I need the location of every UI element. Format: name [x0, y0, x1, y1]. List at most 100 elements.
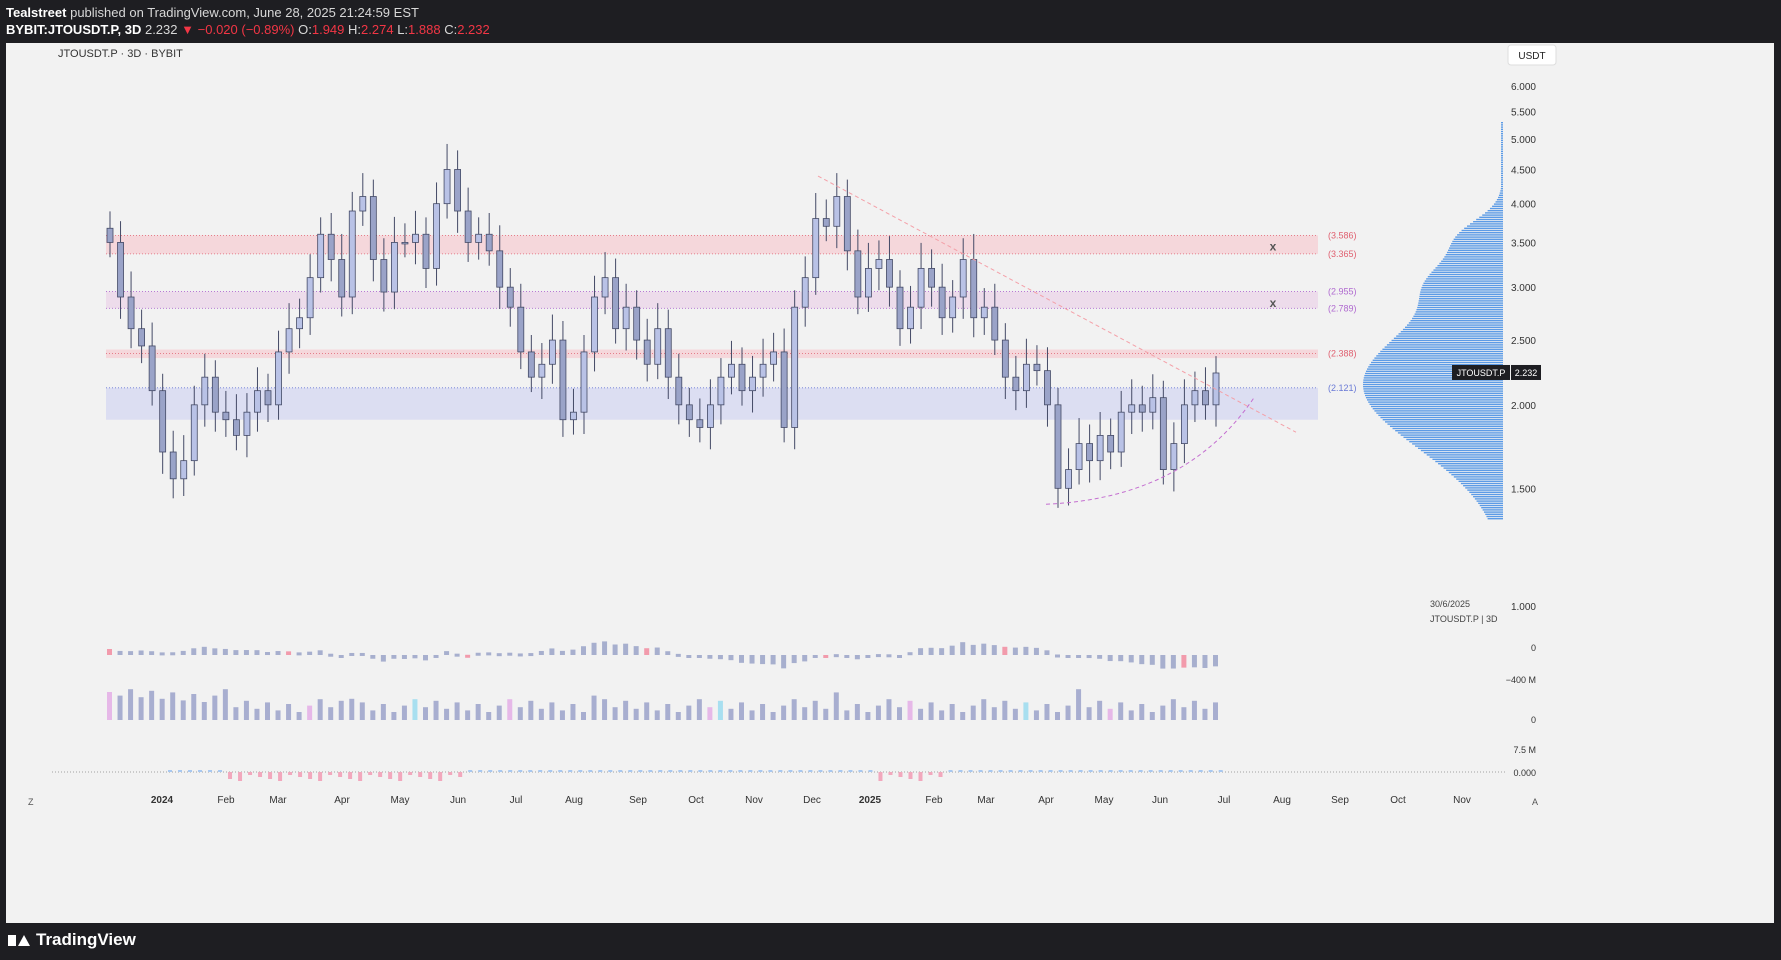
- candle-body: [1202, 390, 1209, 406]
- volume-profile-bar: [1501, 179, 1503, 181]
- ind3-bar: [628, 770, 633, 772]
- candle-body: [622, 306, 630, 330]
- candle-body: [285, 328, 293, 353]
- candle-body: [443, 169, 451, 205]
- x-tick-label: Aug: [1273, 795, 1291, 806]
- oscillator-bar: [307, 651, 313, 655]
- oscillator-bar: [791, 655, 797, 664]
- candle-body: [148, 345, 156, 392]
- volume-profile-bar: [1501, 122, 1503, 124]
- candle-body: [201, 376, 209, 406]
- volume-profile-bar: [1408, 322, 1503, 324]
- volume-profile-bar: [1501, 126, 1503, 128]
- volume-profile-bar: [1380, 350, 1503, 353]
- candle-body: [612, 277, 619, 330]
- volume-profile-bar: [1445, 254, 1503, 256]
- volume-bar: [928, 702, 934, 720]
- publish-line: Tealstreet published on TradingView.com,…: [6, 5, 419, 20]
- ind3-bar: [368, 772, 373, 775]
- ind3-bar: [438, 772, 443, 781]
- volume-profile-bar: [1501, 166, 1503, 168]
- volume-profile-bar: [1365, 370, 1503, 373]
- volume-bar: [201, 702, 207, 720]
- ind3-bar: [1158, 770, 1163, 772]
- ind3-bar: [808, 770, 813, 772]
- volume-profile-bar: [1441, 260, 1503, 263]
- price-chart[interactable]: JTOUSDT.P · 3D · BYBIT USDT (3.586) (3.365)…: [6, 43, 1774, 923]
- volume-profile-bar: [1415, 445, 1503, 447]
- ind3-bar: [1108, 770, 1113, 772]
- ind3-bar: [838, 770, 843, 772]
- candle-body: [369, 196, 377, 260]
- ind3-bar: [298, 772, 303, 777]
- volume-bar: [1076, 689, 1082, 720]
- volume-profile-bar: [1437, 265, 1503, 267]
- ind3-bar: [618, 770, 623, 772]
- candle-body: [138, 328, 146, 347]
- oscillator-bar: [454, 653, 460, 657]
- ind3-bar: [1198, 770, 1203, 772]
- volume-bar: [728, 708, 734, 720]
- candle-body: [380, 259, 388, 293]
- x-tick-label: Feb: [217, 795, 235, 806]
- volume-profile-bar: [1471, 493, 1503, 496]
- volume-bar: [654, 710, 660, 720]
- volume-bar: [1033, 710, 1039, 720]
- volume-profile-bar: [1364, 392, 1503, 395]
- volume-profile-bar: [1392, 427, 1503, 430]
- volume-profile-bar: [1419, 295, 1503, 298]
- ind3-bar: [718, 770, 723, 772]
- candle-body: [496, 250, 504, 288]
- volume-profile-bar: [1449, 247, 1503, 249]
- volume-profile-bar: [1403, 436, 1503, 439]
- candle-body: [728, 363, 735, 378]
- oscillator-bar: [265, 652, 270, 656]
- volume-bar: [1213, 702, 1218, 720]
- oscillator-bar: [222, 648, 228, 655]
- ind1-label: 0: [1531, 643, 1536, 653]
- chart-header: Tealstreet published on TradingView.com,…: [6, 4, 490, 38]
- volume-bar: [665, 704, 671, 720]
- candle-body: [475, 233, 483, 243]
- level-label-3: (2.789): [1328, 303, 1357, 313]
- volume-profile-bar: [1417, 306, 1503, 309]
- volume-profile-bar: [1473, 221, 1503, 223]
- candle-body: [601, 277, 609, 298]
- volume-profile-bar: [1378, 414, 1503, 417]
- date-sublabel: JTOUSDT.P | 3D: [1430, 614, 1498, 624]
- ind3-bar: [1018, 770, 1023, 772]
- volume-profile-bar: [1420, 449, 1503, 452]
- ind3-bar: [288, 772, 293, 775]
- volume-bar: [1097, 700, 1103, 720]
- candle-body: [907, 306, 914, 330]
- ind3-bar: [638, 770, 643, 772]
- volume-bar: [170, 692, 176, 720]
- oscillator-bar: [1191, 655, 1197, 668]
- x-tick-label: Sep: [629, 795, 647, 806]
- volume-profile-bar: [1474, 498, 1503, 500]
- oscillator-bar: [1012, 647, 1018, 655]
- ind3-bar: [1078, 770, 1083, 772]
- y-tick-label: 2.500: [1511, 336, 1536, 347]
- x-tick-label: Mar: [269, 795, 287, 806]
- x-tick-label: May: [391, 795, 410, 806]
- oscillator-bar: [907, 652, 913, 656]
- volume-profile-bar: [1371, 361, 1503, 364]
- volume-profile-bar: [1470, 223, 1503, 225]
- y-tick-label: 2.000: [1511, 401, 1536, 412]
- chart-panel[interactable]: JTOUSDT.P · 3D · BYBIT USDT (3.586) (3.365)…: [6, 43, 1774, 923]
- x-tick-label: Nov: [745, 795, 763, 806]
- oscillator-bar: [180, 650, 186, 655]
- volume-profile-bar: [1476, 500, 1503, 502]
- volume-profile-bar: [1451, 474, 1503, 476]
- ind3-bar: [388, 772, 393, 779]
- volume-profile-bar: [1435, 460, 1503, 463]
- volume-profile-bar: [1465, 487, 1503, 489]
- volume-profile-bar: [1487, 518, 1503, 520]
- volume-bar: [107, 692, 112, 720]
- volume-profile-bar: [1382, 348, 1503, 351]
- volume-profile-bar: [1409, 441, 1503, 443]
- oscillator-bar: [802, 655, 808, 662]
- x-tick-label: Mar: [977, 795, 995, 806]
- candle-body: [749, 376, 756, 392]
